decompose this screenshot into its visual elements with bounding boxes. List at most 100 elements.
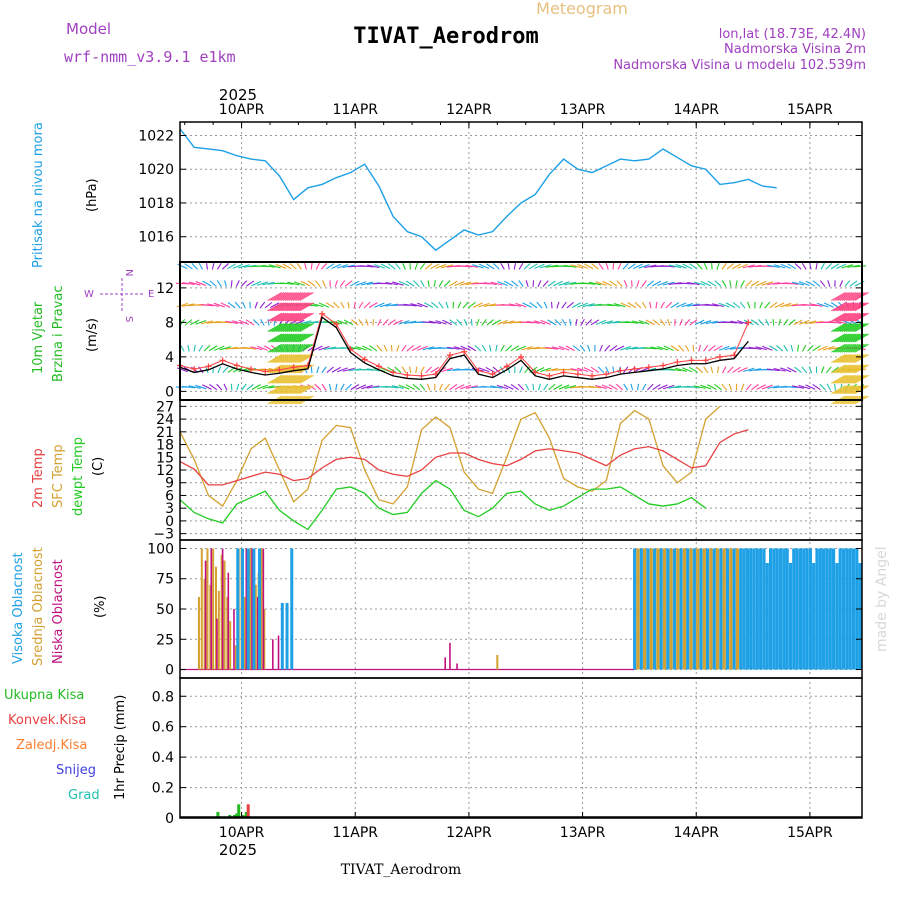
wind-burst-arrow xyxy=(273,343,289,353)
wind-arrow xyxy=(721,262,727,270)
wind-arrow xyxy=(558,384,570,390)
wind-arrow xyxy=(402,262,406,270)
wind-arrow xyxy=(230,280,233,287)
wind-burst-arrow xyxy=(843,323,859,332)
wind-arrow xyxy=(553,280,563,287)
wind-arrow xyxy=(725,302,736,308)
wind-arrow xyxy=(438,280,444,287)
wind-arrow xyxy=(577,263,588,269)
dense-cloud-bar xyxy=(749,548,753,670)
wind-arrow xyxy=(783,344,789,352)
wind-arrow xyxy=(750,280,760,287)
wind-arrow xyxy=(347,301,350,309)
wind-arrow xyxy=(379,303,392,308)
dense-cloud-bar xyxy=(633,548,637,670)
wind-arrow xyxy=(563,264,577,268)
wind-arrow xyxy=(224,280,227,287)
year-bottom: 2025 xyxy=(219,841,257,859)
gust-marker xyxy=(560,369,567,376)
wind-burst-arrow xyxy=(845,343,861,353)
wind-arrow xyxy=(430,263,440,270)
wind-burst-arrow xyxy=(288,333,304,343)
wind-arrow xyxy=(200,320,214,325)
wind-arrow xyxy=(223,383,228,391)
wind-arrow xyxy=(745,280,753,287)
y-tick-label: −3 xyxy=(153,527,174,543)
wind-arrow xyxy=(834,383,837,391)
wind-burst-arrow xyxy=(299,333,314,343)
wind-arrow xyxy=(218,321,232,324)
wind-arrow xyxy=(270,302,280,308)
wind-arrow xyxy=(707,384,717,390)
wind-burst-arrow xyxy=(297,333,312,343)
wind-burst-arrow xyxy=(839,302,855,312)
wind-arrow xyxy=(264,301,273,309)
wind-burst-arrow xyxy=(845,385,861,395)
high-cloud-bar xyxy=(258,548,262,670)
wind-arrow xyxy=(314,383,322,391)
wind-arrow xyxy=(580,318,585,326)
wind-arrow xyxy=(561,318,567,326)
wind-arrow xyxy=(534,263,545,269)
chart-title: TIVAT_Aerodrom xyxy=(353,24,538,49)
wind-arrow xyxy=(385,385,399,389)
wind-arrow xyxy=(422,321,436,324)
wind-arrow xyxy=(417,302,428,308)
wind-burst-arrow xyxy=(282,333,297,343)
wind-arrow xyxy=(268,264,281,269)
wind-arrow xyxy=(760,265,774,268)
wind-arrow xyxy=(257,345,268,351)
wind-arrow xyxy=(331,366,341,373)
gust-marker xyxy=(333,321,340,328)
wind-arrow xyxy=(565,345,575,352)
wind-burst-arrow xyxy=(284,333,300,343)
wind-arrow xyxy=(426,383,431,391)
wind-burst-arrow xyxy=(299,302,314,312)
wind-burst-arrow xyxy=(852,333,867,343)
wind-arrow xyxy=(238,367,250,373)
wind-burst-arrow xyxy=(271,333,287,343)
wind-arrow xyxy=(585,319,593,326)
wind-arrow xyxy=(205,262,208,270)
wind-burst-arrow xyxy=(275,343,291,353)
wind-arrow xyxy=(387,263,396,270)
wind-arrow xyxy=(787,263,797,270)
wind-arrow xyxy=(202,280,212,287)
dense-cloud-bar xyxy=(649,548,653,670)
mid-cloud-bar xyxy=(243,596,246,670)
wind-burst-arrow xyxy=(286,343,302,353)
wind-arrow xyxy=(443,280,451,287)
wind-arrow xyxy=(780,263,791,269)
wind-burst-arrow xyxy=(841,374,857,384)
low-cloud-bar xyxy=(233,609,235,670)
wind-arrow xyxy=(693,281,706,286)
wind-arrow xyxy=(772,319,775,326)
wind-arrow xyxy=(595,281,607,286)
wind-arrow xyxy=(844,280,851,287)
wind-burst-arrow xyxy=(293,385,308,395)
date-tick-top: 13APR xyxy=(560,102,606,118)
gust-marker xyxy=(518,353,524,360)
y-tick-label: 6 xyxy=(165,488,174,504)
wind-arrow xyxy=(328,383,332,391)
wind-arrow xyxy=(705,320,718,325)
info-line-2: Nadmorska Visina 2m xyxy=(724,42,866,57)
wind-arrow xyxy=(662,281,675,286)
wind-arrow xyxy=(447,346,460,350)
wind-arrow xyxy=(548,383,556,391)
wind-arrow xyxy=(315,262,320,270)
wind-arrow xyxy=(404,320,417,325)
low-cloud-label: Niska Oblacnost xyxy=(51,559,66,664)
wind-arrow xyxy=(485,263,495,270)
wind-arrow xyxy=(590,319,600,326)
wind-arrow xyxy=(826,383,832,391)
wind-burst-arrow xyxy=(833,333,848,343)
wind-burst-arrow xyxy=(275,374,291,384)
wind-arrow xyxy=(403,303,417,307)
wind-arrow xyxy=(492,366,501,373)
dense-cloud-bar xyxy=(702,548,706,670)
wind-arrow xyxy=(696,366,704,374)
high-cloud-label: Visoka Oblacnost xyxy=(11,552,26,664)
wind-arrow xyxy=(721,280,727,287)
wind-arrow xyxy=(481,344,487,352)
